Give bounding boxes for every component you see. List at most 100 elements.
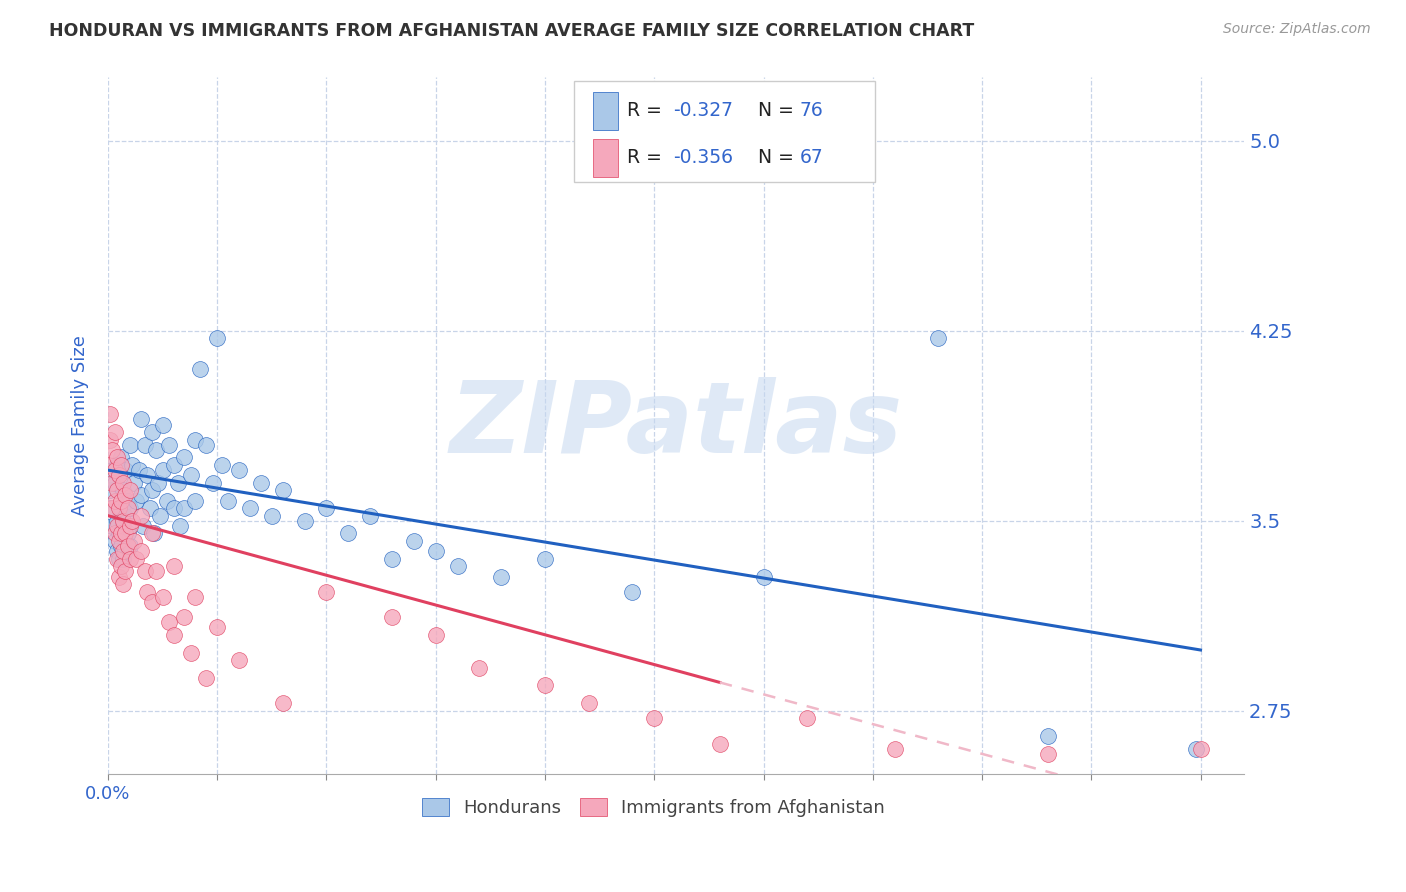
Point [117,526,139,541]
Text: 76: 76 [800,101,824,120]
Point [121,514,143,528]
Text: -0.327: -0.327 [672,101,733,120]
Point [152,463,174,477]
Point [425,544,447,558]
Bar [593,92,619,130]
Point [105,551,128,566]
Point [108,569,131,583]
Point [103,463,125,477]
Point [112,483,135,498]
Point [112,577,135,591]
Point [188,361,211,376]
Point [228,653,250,667]
Point [101,463,124,477]
Point [114,544,136,558]
Point [122,475,145,490]
Point [110,559,132,574]
Point [796,711,818,725]
Point [101,442,124,457]
Point [134,438,156,452]
Point [337,526,360,541]
Point [118,483,141,498]
Point [118,438,141,452]
Text: Source: ZipAtlas.com: Source: ZipAtlas.com [1223,22,1371,37]
Point [162,559,184,574]
Point [134,565,156,579]
Point [105,519,128,533]
Point [112,514,135,528]
Point [425,628,447,642]
Point [534,551,557,566]
Point [112,519,135,533]
Point [112,475,135,490]
Legend: Hondurans, Immigrants from Afghanistan: Hondurans, Immigrants from Afghanistan [415,791,891,824]
Point [883,741,905,756]
Point [217,493,239,508]
Point [125,493,148,508]
Point [180,646,202,660]
Point [103,526,125,541]
Point [114,508,136,523]
Point [112,551,135,566]
Point [118,519,141,533]
Point [294,514,316,528]
Point [108,468,131,483]
Point [108,551,131,566]
Point [201,475,224,490]
Point [180,468,202,483]
Point [103,475,125,490]
Text: N =: N = [758,148,800,168]
Point [132,519,155,533]
Point [98,483,121,498]
Point [103,493,125,508]
Point [129,488,152,502]
Point [108,534,131,549]
Point [142,526,165,541]
Point [195,671,218,685]
Point [98,501,121,516]
Point [136,468,159,483]
Point [103,425,125,439]
Point [129,412,152,426]
Text: 67: 67 [800,148,824,168]
Point [152,417,174,432]
Point [381,610,404,624]
Point [101,501,124,516]
Point [98,458,121,472]
Point [157,615,180,629]
Text: R =: R = [627,101,668,120]
Point [118,539,141,553]
Point [1036,747,1059,761]
Point [136,584,159,599]
Point [162,628,184,642]
Point [167,475,190,490]
Point [138,501,160,516]
Point [156,493,179,508]
Bar [593,138,619,177]
Point [110,526,132,541]
Point [117,501,139,516]
Point [228,463,250,477]
Point [110,501,132,516]
Point [534,678,557,692]
Point [271,696,294,710]
Point [359,508,381,523]
Point [121,458,143,472]
Point [110,493,132,508]
Point [101,475,124,490]
Point [114,488,136,502]
Point [927,331,949,345]
Point [148,475,170,490]
Text: -0.356: -0.356 [672,148,733,168]
Point [98,433,121,447]
Point [110,539,132,553]
Point [207,620,229,634]
Text: R =: R = [627,148,668,168]
Text: HONDURAN VS IMMIGRANTS FROM AFGHANISTAN AVERAGE FAMILY SIZE CORRELATION CHART: HONDURAN VS IMMIGRANTS FROM AFGHANISTAN … [49,22,974,40]
Point [118,551,141,566]
Point [114,565,136,579]
Point [103,534,125,549]
Point [491,569,513,583]
Point [643,711,665,725]
Point [108,526,131,541]
